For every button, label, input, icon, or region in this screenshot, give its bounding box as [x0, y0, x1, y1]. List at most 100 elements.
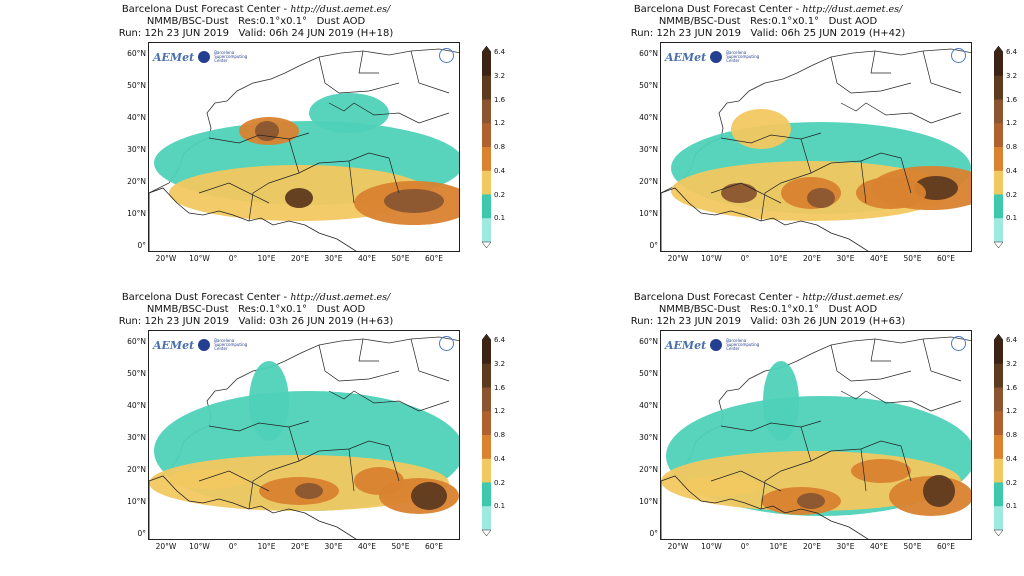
dust-plume	[856, 177, 926, 209]
panel-title: Barcelona Dust Forecast Center - http://…	[0, 4, 512, 16]
colorbar-tick: 6.4	[1006, 48, 1018, 56]
wmo-logo-icon	[439, 48, 454, 63]
dust-plume	[731, 109, 791, 149]
lat-label: 10°N	[639, 209, 658, 218]
colorbar-tick: 0.4	[494, 166, 506, 175]
colorbar-segment	[482, 363, 491, 388]
colorbar-segment	[994, 340, 1003, 365]
lat-label: 10°N	[639, 497, 658, 506]
country-border	[248, 450, 320, 510]
lon-label: 20°W	[155, 542, 177, 551]
lat-label: 40°N	[639, 113, 658, 122]
colorbar-tick: 3.2	[494, 359, 506, 368]
lat-label: 60°N	[127, 49, 146, 58]
lat-label: 60°N	[639, 337, 658, 346]
lon-label: 10°E	[769, 542, 788, 551]
lon-label: 40°E	[357, 542, 377, 551]
country-border	[870, 338, 962, 382]
lon-label: 20°W	[667, 542, 689, 551]
bsc-logo-text: Barcelona Supercomputing Center	[726, 338, 760, 351]
colorbar-tick: 0.1	[494, 502, 506, 511]
country-border	[830, 152, 902, 164]
colorbar-tick: 3.2	[494, 71, 506, 80]
colorbar-segment	[994, 411, 1003, 436]
colorbar-segment	[994, 147, 1003, 172]
colorbar-segment	[994, 458, 1003, 483]
map-canvas	[661, 48, 971, 251]
title-prefix: Barcelona Dust Forecast Center -	[121, 4, 291, 15]
url-link[interactable]: http://dust.aemet.es/	[290, 292, 391, 303]
colorbar-segment	[482, 194, 491, 219]
colorbar-tick: 0.8	[494, 143, 506, 151]
dust-map: AEMet Barcelona Supercomputing Center	[148, 330, 460, 540]
country-border	[318, 152, 390, 164]
colorbar-extend-top	[994, 334, 1003, 341]
colorbar-tick: 0.8	[1006, 431, 1018, 439]
country-border	[830, 56, 912, 94]
colorbar-tick: 0.8	[494, 431, 506, 439]
wmo-logo-icon	[951, 336, 966, 351]
lon-label: 30°E	[836, 254, 855, 263]
colorbar-segment	[482, 340, 491, 365]
lat-label: 30°N	[639, 433, 658, 442]
colorbar-extend-bottom	[994, 529, 1003, 536]
model-line: NMMB/BSC-Dust Res:0.1°x0.1° Dust AOD	[658, 304, 878, 315]
country-border	[710, 182, 782, 204]
url-link[interactable]: http://dust.aemet.es/	[802, 292, 903, 303]
colorbar-tick: 3.2	[1006, 71, 1018, 80]
bsc-logo-text: Barcelona Supercomputing Center	[214, 50, 248, 63]
colorbar-extend-top	[994, 46, 1003, 53]
logos: AEMet Barcelona Supercomputing Center	[153, 335, 248, 355]
colorbar-segment	[482, 147, 491, 172]
lat-label: 10°N	[127, 497, 146, 506]
bsc-logo-text: Barcelona Supercomputing Center	[214, 338, 248, 351]
country-border	[328, 390, 450, 412]
forecast-panel-2: Barcelona Dust Forecast Center - http://…	[512, 0, 1024, 288]
colorbar-tick: 0.1	[1006, 502, 1018, 511]
lat-label: 50°N	[639, 81, 658, 90]
colorbar-segment	[994, 170, 1003, 195]
country-border	[710, 470, 782, 492]
lon-label: 30°E	[836, 542, 855, 551]
colorbar-tick: 3.2	[1006, 359, 1018, 368]
colorbar-tick: 1.6	[1006, 95, 1018, 104]
lon-label: 0°	[228, 542, 238, 551]
dust-plume	[249, 361, 289, 441]
colorbar-segment	[482, 387, 491, 412]
lon-label: 40°E	[869, 542, 889, 551]
run-valid-line: Run: 12h 23 JUN 2019 Valid: 03h 26 JUN 2…	[118, 316, 394, 327]
dust-plume	[851, 459, 911, 483]
country-border	[800, 138, 912, 204]
colorbar-segment	[994, 52, 1003, 77]
dust-map: AEMet Barcelona Supercomputing Center	[148, 42, 460, 252]
lat-label: 60°N	[127, 337, 146, 346]
dust-plume	[295, 483, 323, 499]
colorbar-tick: 1.2	[1006, 119, 1018, 128]
dust-plume	[763, 361, 799, 441]
lat-label: 40°N	[639, 401, 658, 410]
lon-label: 20°E	[290, 542, 310, 551]
country-border	[870, 50, 962, 94]
title-prefix: Barcelona Dust Forecast Center -	[633, 4, 803, 15]
country-border	[830, 344, 912, 382]
colorbar	[994, 334, 1003, 536]
lon-label: 10°E	[257, 542, 276, 551]
lat-label: 50°N	[127, 81, 146, 90]
url-link[interactable]: http://dust.aemet.es/	[802, 4, 903, 15]
lon-label: 10°W	[189, 542, 210, 551]
country-border	[760, 162, 832, 222]
colorbar-segment	[482, 123, 491, 148]
country-border	[720, 420, 822, 432]
lat-label: 10°N	[127, 209, 146, 218]
colorbar-segment	[482, 411, 491, 436]
lon-label: 10°W	[701, 542, 722, 551]
logos: AEMet Barcelona Supercomputing Center	[665, 47, 759, 67]
lat-label: 0°	[137, 529, 146, 538]
colorbar-segment	[994, 363, 1003, 388]
url-link[interactable]: http://dust.aemet.es/	[290, 4, 391, 15]
colorbar-segment	[482, 435, 491, 460]
country-border	[760, 450, 832, 510]
map-canvas	[149, 48, 459, 251]
bsc-logo-icon	[198, 51, 211, 63]
panel-title: Barcelona Dust Forecast Center - http://…	[512, 4, 1024, 16]
